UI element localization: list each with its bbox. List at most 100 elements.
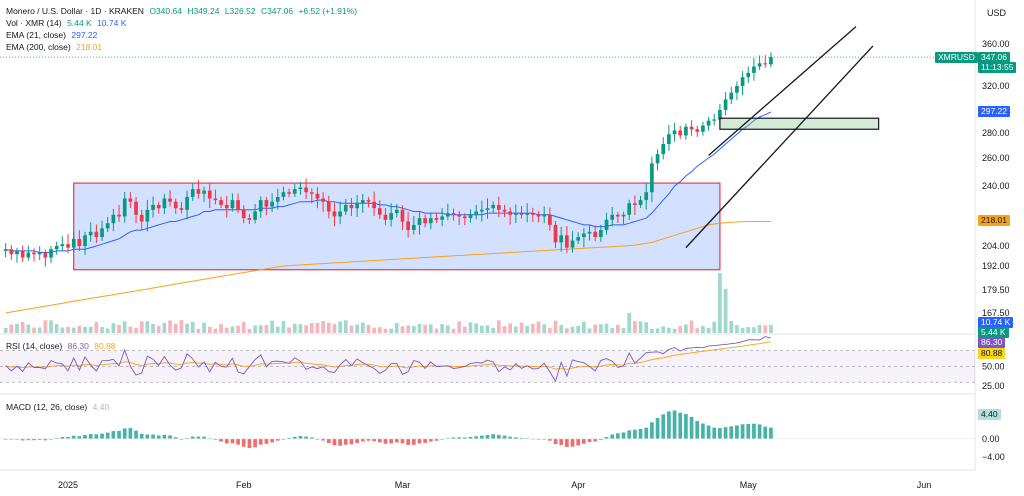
vol-label: Vol · XMR (14) [6,18,62,28]
candle-body [434,218,439,220]
macd-legend[interactable]: MACD (12, 26, close) 4.40 [6,402,112,413]
macd-histogram-bar [224,438,229,444]
candle-body [15,250,19,255]
volume-bar [661,326,666,333]
macd-histogram-bar [565,438,569,447]
candle-body [139,214,144,222]
macd-histogram-bar [71,435,76,439]
macd-histogram-bar [548,438,552,441]
macd-histogram-bar [519,437,524,439]
volume-bar [37,327,42,333]
candle-body [684,126,688,136]
candle-body [508,211,513,215]
volume-bar [610,328,615,333]
candle-body [190,189,195,197]
macd-histogram-bar [377,438,382,443]
price-tick-label: 240.00 [982,181,1010,191]
time-tick-label: May [740,480,758,490]
candle-body [701,125,705,132]
rsi-line [5,336,772,383]
volume-bar [440,324,444,333]
volume-bar [230,326,235,333]
rsi-pane [0,336,975,383]
volume-bar [695,328,700,333]
volume-bar [202,322,206,333]
volume-bar [43,320,48,333]
macd-histogram-bar [559,438,564,445]
volume-bar [190,321,195,333]
volume-bar [655,328,660,333]
ema200-value: 218.01 [76,42,103,52]
candle-body [168,198,172,202]
rsi-tick-label: 50.00 [982,361,1005,371]
macd-histogram-bar [66,436,70,439]
ema21-value: 297.22 [71,30,98,40]
currency-label[interactable]: USD [987,8,1007,18]
vol-tag-1: 10.74 K [978,317,1014,328]
volume-bar [400,326,405,333]
macd-histogram-bar [428,438,433,442]
volume-bar [514,326,518,333]
candle-body [531,213,535,215]
time-tick-label: Feb [236,480,252,490]
ema200-legend[interactable]: EMA (200, close) 218.01 [6,42,105,53]
macd-histogram-bar [570,438,575,447]
volume-bar [723,289,728,333]
candle-body [304,187,308,193]
candle-body [423,218,427,224]
candle-body [173,201,178,209]
volume-bar [236,325,240,333]
ohlc-change: +6.52 (+1.91%) [298,6,358,16]
volume-bar [542,324,547,333]
volume-bar [321,321,325,333]
vol-tag-2: 5.44 K [978,327,1009,338]
candle-body [236,200,240,210]
macd-label: MACD (12, 26, close) [6,402,88,412]
macd-histogram-bar [400,438,405,444]
macd-histogram-bar [491,434,496,439]
macd-histogram-bar [338,438,342,446]
candle-body [752,66,756,73]
volume-bar [570,326,575,333]
volume-bar [54,324,59,333]
vol-legend[interactable]: Vol · XMR (14) 5.44 K 10.74 K [6,18,129,29]
candle-body [117,214,121,217]
vol-value-2: 10.74 K [97,18,127,28]
macd-histogram-bar [678,412,683,439]
candle-body [281,192,286,197]
candle-body [576,237,581,241]
macd-histogram-bar [514,437,518,439]
macd-histogram-bar [196,436,201,439]
macd-histogram-bar [247,438,252,449]
candle-body [428,218,433,224]
rsi-legend[interactable]: RSI (14, close) 86.30 80.88 [6,341,119,352]
macd-histogram-bar [542,438,547,440]
candle-body [185,196,189,210]
macd-histogram-bar [740,424,745,439]
ema21-label: EMA (21, close) [6,30,66,40]
candle-body [462,216,467,219]
macd-histogram-bar [60,436,65,439]
volume-bar [627,313,632,333]
candle-body [445,213,450,217]
candle-body [134,201,138,215]
candle-body [536,214,541,217]
candle-body [468,214,473,219]
volume-bar [491,327,496,333]
candle-body [723,99,728,110]
macd-histogram-bar [383,438,388,444]
volume-bar [536,321,541,333]
macd-histogram-bar [746,423,751,439]
ohlc-open: O340.64 [149,6,182,16]
candle-body [655,154,660,164]
candle-body [740,77,745,86]
ema21-legend[interactable]: EMA (21, close) 297.22 [6,30,100,41]
candle-body [202,190,206,194]
macd-histogram-bar [582,438,586,444]
macd-histogram-bar [287,437,291,439]
volume-bar [60,327,65,333]
main-legend: Monero / U.S. Dollar · 1D · KRAKEN O340.… [6,6,360,17]
candle-body [582,233,586,238]
macd-histogram-bar [536,438,541,440]
